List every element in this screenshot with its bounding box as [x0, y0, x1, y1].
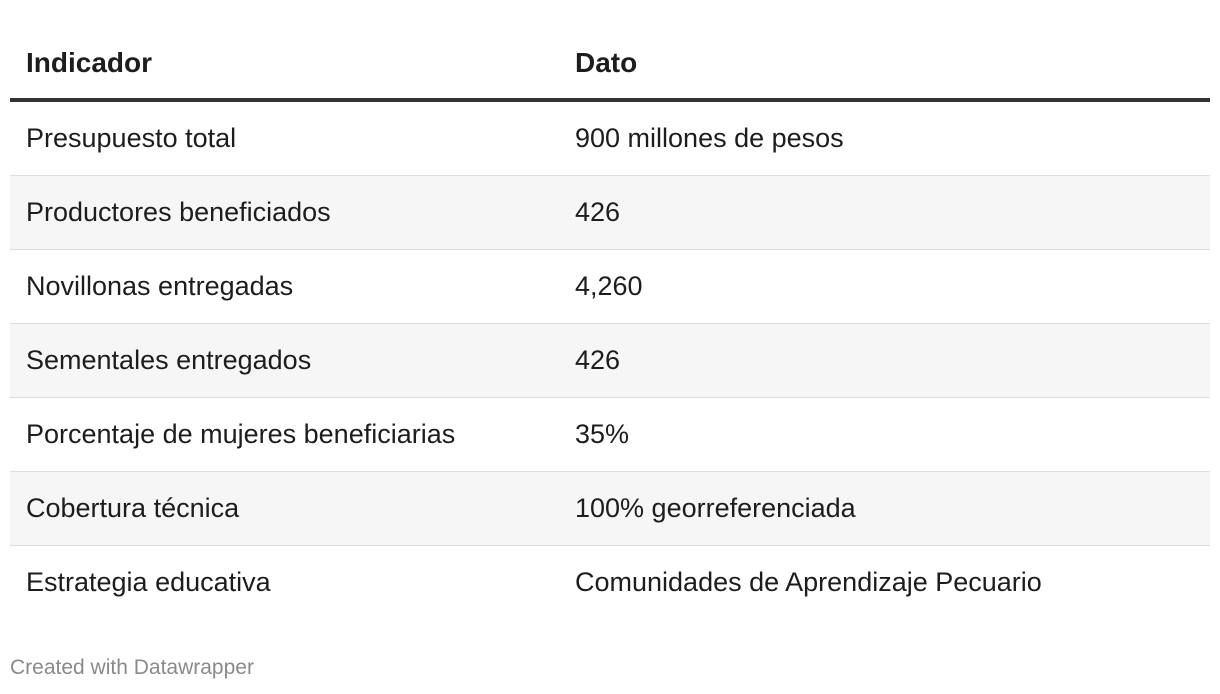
table-cell-dato: 100% georreferenciada [559, 471, 1210, 546]
column-header-indicador[interactable]: Indicador [10, 28, 559, 102]
table-cell-dato: 35% [559, 397, 1210, 472]
table-row: Novillonas entregadas 4,260 [10, 249, 1210, 324]
table-cell-indicador: Porcentaje de mujeres beneficiarias [10, 397, 559, 472]
table-cell-indicador: Presupuesto total [10, 100, 559, 176]
table-cell-dato: 426 [559, 323, 1210, 398]
table-row: Estrategia educativa Comunidades de Apre… [10, 546, 1210, 620]
table-cell-indicador: Estrategia educativa [26, 567, 271, 597]
table-cell-dato: 900 millones de pesos [559, 100, 1210, 176]
table-cell-indicador: Cobertura técnica [10, 471, 559, 546]
table-cell-dato: Comunidades de Aprendizaje Pecuario [575, 567, 1042, 597]
table-cell-indicador: Productores beneficiados [10, 175, 559, 250]
data-table-container: Indicador Dato Presupuesto total 900 mil… [10, 28, 1210, 619]
table-row: Productores beneficiados 426 [10, 175, 1210, 250]
table-cell-indicador: Sementales entregados [10, 323, 559, 398]
table-header-row: Indicador Dato [10, 28, 1210, 102]
column-header-dato[interactable]: Dato [559, 28, 1210, 102]
table-row: Porcentaje de mujeres beneficiarias 35% [10, 397, 1210, 472]
table-row: Presupuesto total 900 millones de pesos [10, 100, 1210, 176]
table-cell-indicador: Novillonas entregadas [10, 249, 559, 324]
table-cell-dato: 426 [559, 175, 1210, 250]
table-cell-dato: 4,260 [559, 249, 1210, 324]
datawrapper-credit-link[interactable]: Created with Datawrapper [10, 656, 254, 679]
data-table: Indicador Dato Presupuesto total 900 mil… [10, 28, 1210, 619]
table-row: Sementales entregados 426 [10, 323, 1210, 398]
table-row: Cobertura técnica 100% georreferenciada [10, 471, 1210, 546]
